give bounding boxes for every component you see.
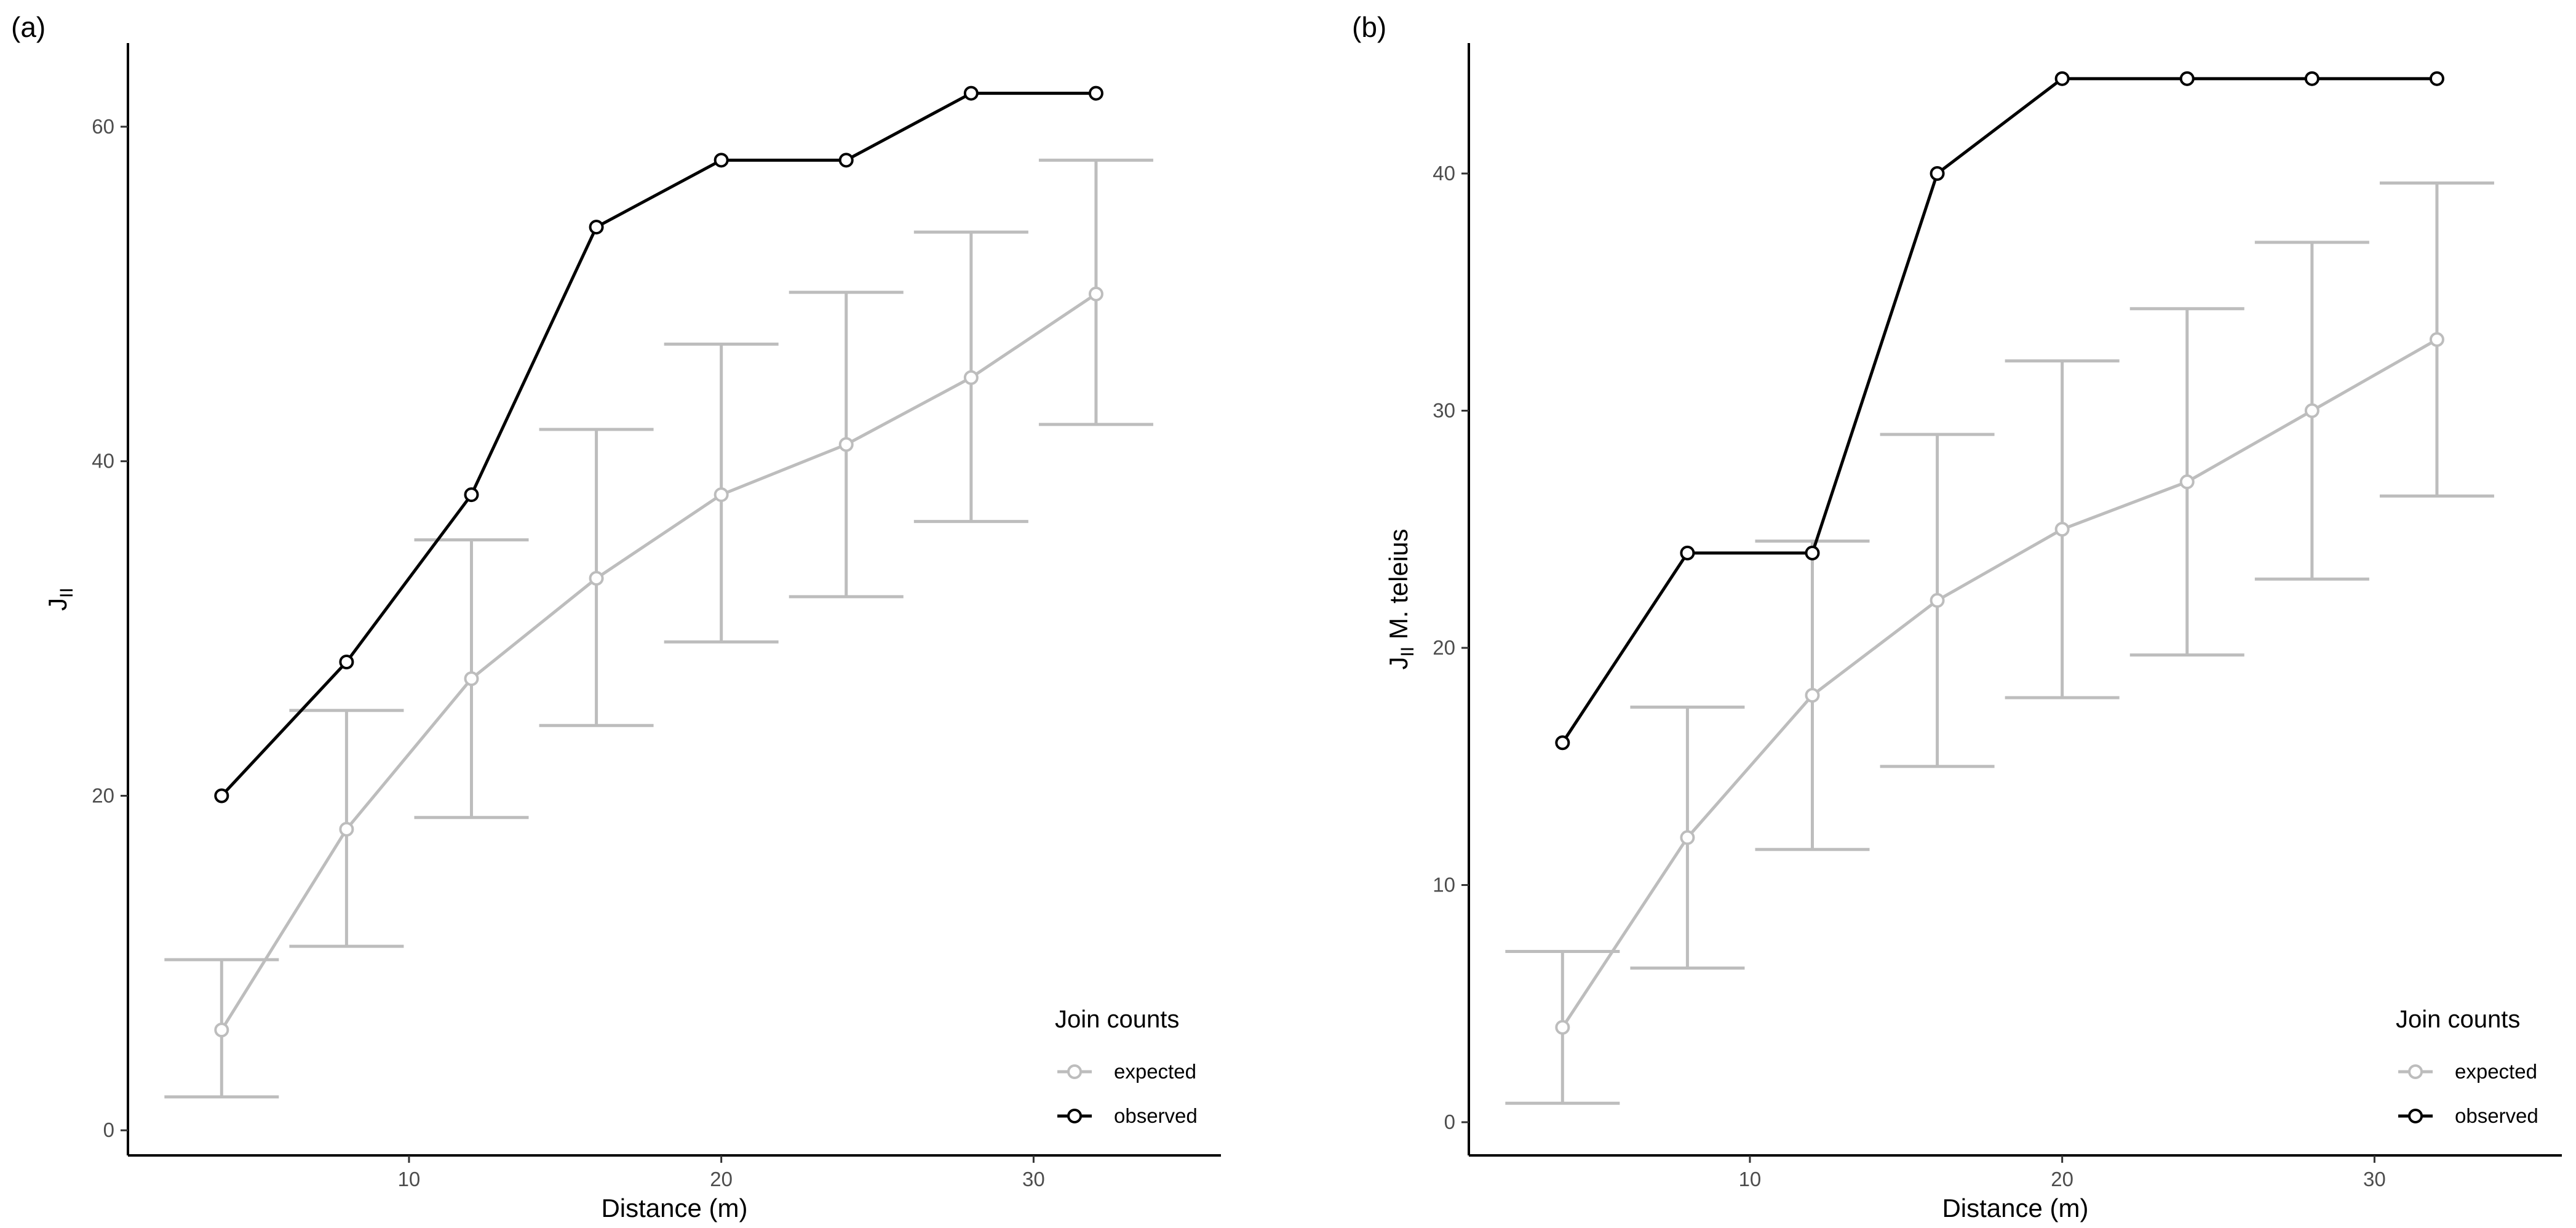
y-tick-label: 20: [92, 784, 114, 807]
x-tick-label: 30: [2363, 1168, 2386, 1190]
y-tick-label: 0: [103, 1118, 114, 1141]
series-observed-point: [714, 153, 729, 168]
x-axis-title: Distance (m): [601, 1194, 747, 1222]
series-expected-point: [464, 671, 479, 687]
series-observed-point: [464, 487, 479, 503]
series-expected-point: [714, 487, 729, 503]
y-tick-label: 10: [1433, 874, 1455, 896]
x-tick-label: 20: [2051, 1168, 2073, 1190]
panel-label: (b): [1352, 11, 1386, 43]
legend-key-point-observed: [1067, 1109, 1082, 1123]
series-expected-point: [1088, 286, 1103, 301]
series-expected-line: [220, 292, 1097, 1031]
series-expected-point: [1680, 830, 1695, 845]
y-tick-label: 60: [92, 115, 114, 138]
series-observed-point: [1805, 545, 1820, 560]
series-observed-point: [589, 220, 604, 235]
y-axis-title-suffix: M. teleius: [1384, 528, 1413, 646]
y-axis-title: JII: [43, 588, 77, 611]
legend-key-point-expected: [1067, 1064, 1082, 1079]
y-tick-label: 20: [1433, 636, 1455, 659]
series-observed-point: [1930, 166, 1945, 181]
series-observed-point: [339, 654, 354, 669]
series-expected-point: [1555, 1019, 1570, 1035]
series-expected-point: [339, 821, 354, 837]
series-expected-point: [2429, 332, 2444, 347]
panel-b: (b) 0 10 20 30 40 10 20 30 Distance (m) JII M. tel…: [1352, 11, 2562, 1222]
series-observed-point: [963, 86, 979, 101]
y-axis-title-main: J: [43, 598, 72, 611]
series-observed-point: [214, 788, 229, 803]
series-expected-point: [838, 437, 854, 452]
series-observed-line: [1561, 77, 2437, 744]
legend-entry-expected: expected: [2455, 1060, 2537, 1083]
x-tick-label: 30: [1022, 1168, 1045, 1190]
panel-a: (a) 0 20 40 60 10 20 30 Distance (m) JII Join coun…: [11, 11, 1221, 1222]
legend-entry-observed: observed: [1114, 1104, 1198, 1127]
series-observed-point: [2304, 71, 2320, 86]
series-expected-point: [1930, 592, 1945, 608]
legend-key-point-observed: [2408, 1109, 2423, 1123]
series-observed-line: [220, 92, 1096, 797]
y-axis-title: JII M. teleius: [1384, 528, 1418, 669]
y-axis-title-subscript: II: [1397, 647, 1418, 657]
series-expected-point: [2179, 474, 2195, 490]
y-axis-title-subscript: II: [57, 588, 77, 598]
series-observed-point: [2179, 71, 2195, 86]
series-expected-line: [1561, 338, 2438, 1029]
series-observed-point: [1088, 86, 1103, 101]
series-observed-point: [838, 153, 854, 168]
y-tick-label: 0: [1444, 1110, 1455, 1133]
y-tick-label: 40: [1433, 162, 1455, 185]
x-tick-label: 10: [398, 1168, 421, 1190]
series-expected-point: [2054, 522, 2070, 537]
series-expected-point: [2304, 403, 2320, 418]
y-tick-label: 40: [92, 450, 114, 472]
series-expected-point: [589, 571, 604, 586]
legend-entry-expected: expected: [1114, 1060, 1196, 1083]
series-expected-point: [1805, 688, 1820, 703]
legend-entry-observed: observed: [2455, 1104, 2538, 1127]
legend-title: Join counts: [1055, 1006, 1179, 1033]
y-tick-label: 30: [1433, 399, 1455, 422]
series-observed-point: [1555, 735, 1570, 751]
y-axis-title-main: J: [1384, 657, 1413, 670]
series-expected-point: [214, 1023, 229, 1038]
x-tick-label: 10: [1739, 1168, 1762, 1190]
series-observed-point: [2429, 71, 2444, 86]
series-observed-point: [1680, 545, 1695, 560]
panel-label: (a): [11, 11, 46, 43]
x-axis-title: Distance (m): [1942, 1194, 2088, 1222]
series-expected-point: [963, 370, 979, 385]
legend-title: Join counts: [2396, 1006, 2520, 1033]
x-tick-label: 20: [710, 1168, 733, 1190]
legend-key-point-expected: [2408, 1064, 2423, 1079]
series-observed-point: [2054, 71, 2070, 86]
